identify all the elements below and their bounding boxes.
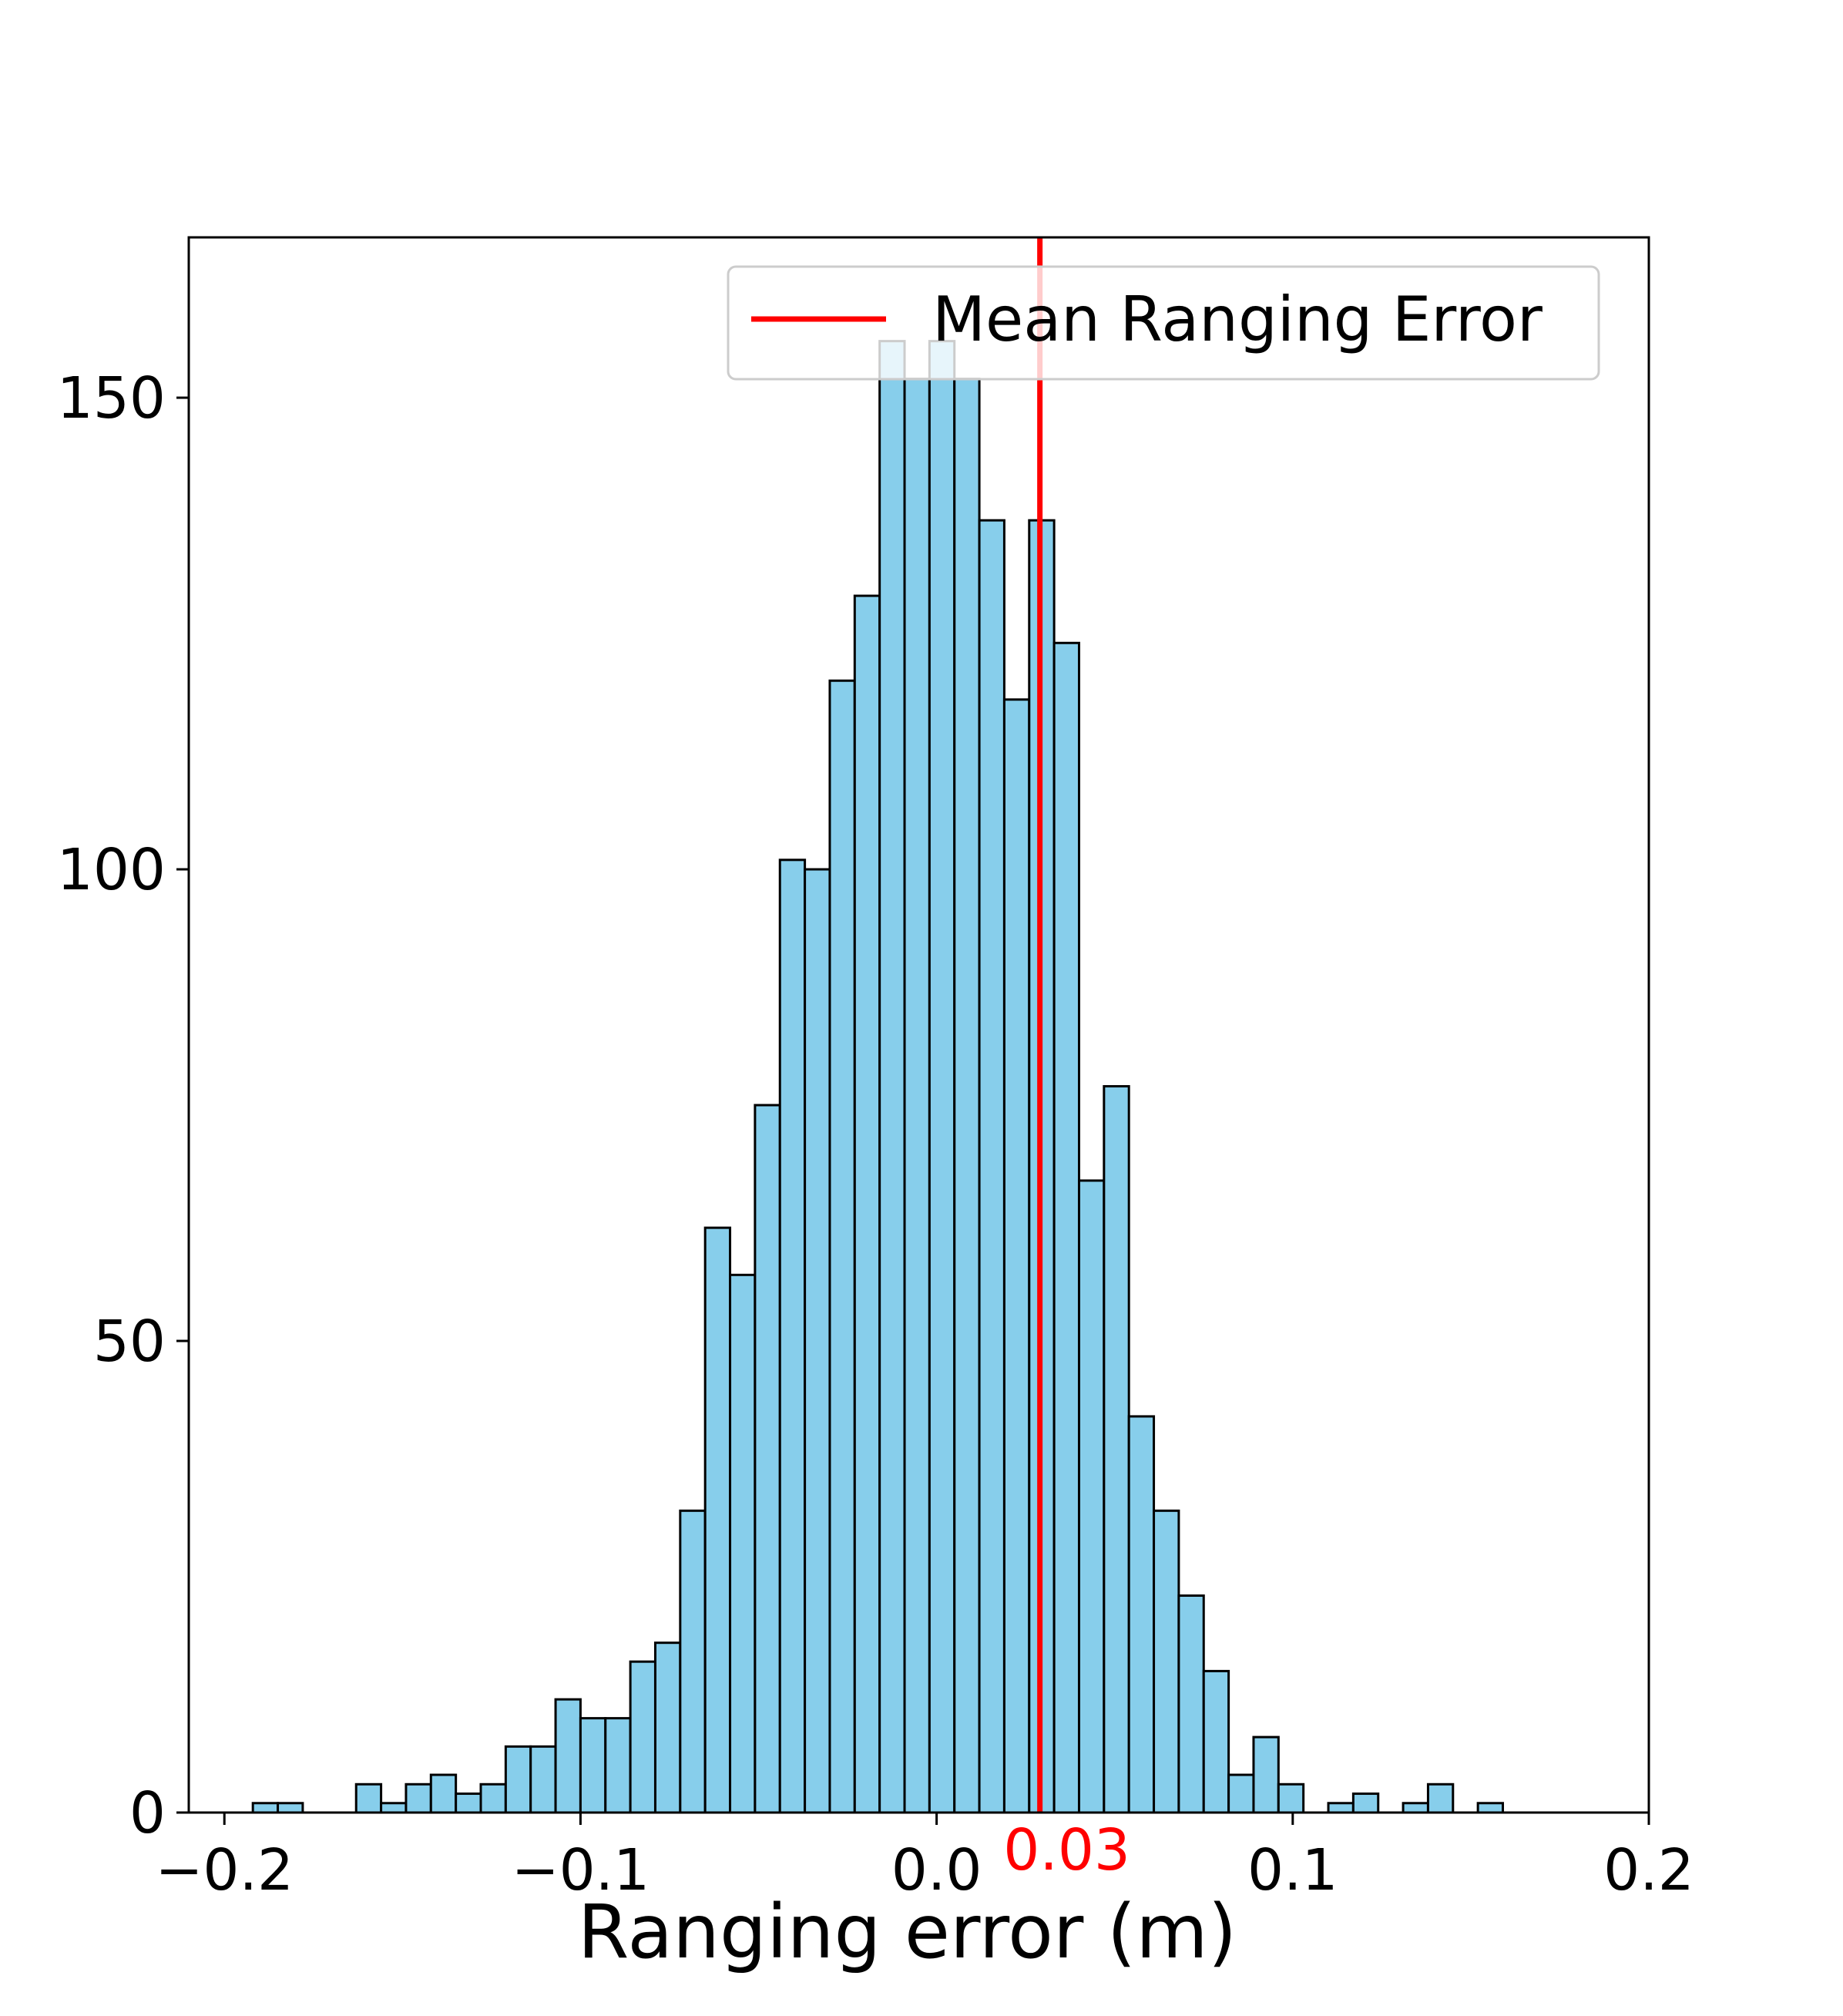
histogram-bar (1227, 1773, 1255, 1814)
y-tick-label: 100 (57, 837, 166, 903)
histogram-bar (604, 1717, 632, 1814)
legend-label: Mean Ranging Error (932, 284, 1543, 355)
histogram-bar (928, 340, 956, 1814)
histogram-bar (903, 378, 931, 1814)
histogram-bar (828, 679, 856, 1814)
bars-layer (251, 340, 1505, 1814)
histogram-bar (1002, 698, 1031, 1814)
histogram-bar (853, 594, 881, 1814)
histogram-bar (1426, 1782, 1455, 1814)
histogram-bar (1277, 1782, 1305, 1814)
histogram-bar (1252, 1735, 1280, 1814)
histogram-bar (729, 1273, 757, 1814)
x-tick-label: 0.0 (891, 1837, 982, 1903)
histogram-bar (1103, 1085, 1130, 1814)
histogram-bar (804, 868, 831, 1814)
histogram-bar (703, 1226, 732, 1814)
histogram-bar (1351, 1793, 1380, 1814)
histogram-bar (405, 1782, 432, 1814)
histogram-bar (1327, 1802, 1355, 1814)
histogram-bar (504, 1745, 532, 1814)
histogram-bar (579, 1717, 607, 1814)
x-tick-label: 0.2 (1603, 1837, 1694, 1903)
histogram-bar (479, 1782, 507, 1814)
y-tick-label: 0 (129, 1780, 166, 1846)
histogram-bar (1077, 1179, 1106, 1814)
x-tick-label: −0.2 (155, 1837, 294, 1903)
y-axis-title: Number (0, 899, 7, 1197)
histogram-bar (653, 1641, 682, 1814)
histogram-bar (1177, 1594, 1205, 1814)
histogram-bar (778, 858, 807, 1814)
plot-frame (187, 236, 1650, 1814)
x-axis-title: Ranging error (m) (578, 1889, 1237, 1975)
histogram-bar (679, 1509, 707, 1814)
mean-value-label: 0.03 (1003, 1817, 1130, 1883)
histogram-bar (251, 1802, 280, 1814)
y-axis-ticks: 0 50 100 150 (57, 365, 189, 1846)
histogram-bar (380, 1802, 408, 1814)
histogram-bar (1052, 641, 1080, 1814)
y-tick-label: 150 (57, 365, 166, 432)
histogram-bar (529, 1745, 557, 1814)
x-axis-ticks: −0.2 −0.1 0.0 0.1 0.2 (155, 1813, 1694, 1903)
y-tick-label: 50 (93, 1309, 166, 1375)
x-tick-label: 0.1 (1247, 1837, 1338, 1903)
histogram-bar (554, 1698, 582, 1814)
x-tick-label: −0.1 (512, 1837, 650, 1903)
histogram-bar (1153, 1509, 1180, 1814)
legend-box (727, 265, 1600, 381)
histogram-bar (455, 1793, 482, 1814)
histogram-bar (277, 1802, 304, 1814)
histogram-bar (429, 1773, 458, 1814)
histogram-bar (629, 1660, 656, 1814)
histogram-bar (354, 1782, 383, 1814)
histogram-bar (1476, 1802, 1505, 1814)
histogram-bar (978, 519, 1005, 1814)
histogram-bar (953, 378, 981, 1814)
histogram-bar (754, 1104, 781, 1814)
histogram-bar (1127, 1415, 1156, 1814)
histogram-bar (1402, 1802, 1429, 1814)
histogram-bar (878, 340, 906, 1814)
legend: Mean Ranging Error (727, 265, 1600, 381)
histogram-bar (1202, 1669, 1230, 1814)
